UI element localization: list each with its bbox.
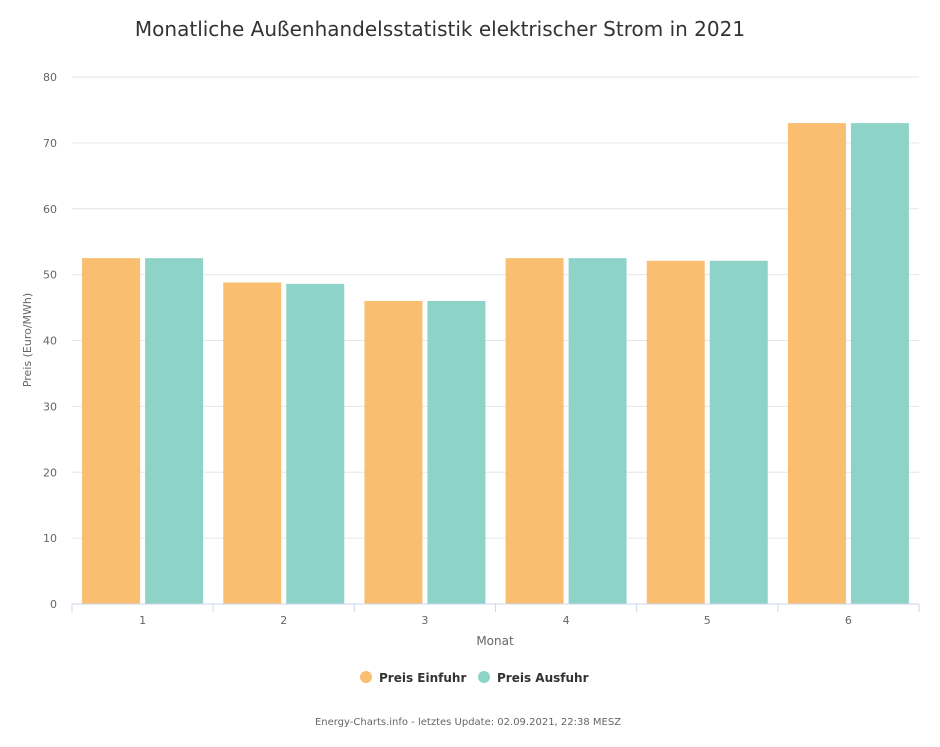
x-axis-ticks: 1 2 3 4 5 6 xyxy=(71,604,920,627)
bar-ausfuhr-month-5[interactable] xyxy=(709,260,768,604)
y-tick-label: 80 xyxy=(43,71,57,84)
bar-ausfuhr-month-1[interactable] xyxy=(145,258,204,604)
footer-credit[interactable]: Energy-Charts.info - letztes Update: 02.… xyxy=(315,717,621,728)
bar-einfuhr-month-5[interactable] xyxy=(646,260,705,604)
gridlines xyxy=(72,76,919,539)
y-tick-label: 40 xyxy=(43,335,57,348)
bar-ausfuhr-month-4[interactable] xyxy=(568,258,627,604)
y-tick-label: 70 xyxy=(43,137,57,150)
legend-label-einfuhr: Preis Einfuhr xyxy=(379,671,466,685)
y-tick-label: 0 xyxy=(50,598,57,611)
bar-ausfuhr-month-3[interactable] xyxy=(427,300,486,604)
bar-einfuhr-month-2[interactable] xyxy=(223,282,282,604)
bar-ausfuhr-month-2[interactable] xyxy=(286,283,345,604)
chart-title: Monatliche Außenhandelsstatistik elektri… xyxy=(135,17,745,41)
bar-einfuhr-month-1[interactable] xyxy=(82,258,141,604)
x-axis-label: Monat xyxy=(476,634,514,648)
x-tick-label: 5 xyxy=(704,614,711,627)
bar-einfuhr-month-4[interactable] xyxy=(505,258,564,604)
bars xyxy=(82,123,909,605)
bar-einfuhr-month-3[interactable] xyxy=(364,300,423,604)
x-tick-label: 2 xyxy=(280,614,287,627)
legend-marker-einfuhr xyxy=(360,671,372,683)
x-tick-label: 1 xyxy=(139,614,146,627)
y-tick-label: 30 xyxy=(43,400,57,413)
legend-item-preis-einfuhr[interactable]: Preis Einfuhr xyxy=(360,671,466,685)
y-tick-label: 50 xyxy=(43,269,57,282)
x-tick-label: 4 xyxy=(563,614,570,627)
bar-ausfuhr-month-6[interactable] xyxy=(850,123,909,605)
x-tick-label: 6 xyxy=(845,614,852,627)
y-tick-label: 20 xyxy=(43,466,57,479)
x-tick-label: 3 xyxy=(421,614,428,627)
bar-einfuhr-month-6[interactable] xyxy=(787,123,846,605)
legend-marker-ausfuhr xyxy=(478,671,490,683)
legend-item-preis-ausfuhr[interactable]: Preis Ausfuhr xyxy=(478,671,589,685)
y-axis-label: Preis (Euro/MWh) xyxy=(21,293,34,387)
y-tick-label: 60 xyxy=(43,203,57,216)
legend: Preis Einfuhr Preis Ausfuhr xyxy=(360,671,589,685)
y-axis-ticks: 0 10 20 30 40 50 60 70 80 xyxy=(43,71,57,611)
legend-label-ausfuhr: Preis Ausfuhr xyxy=(497,671,589,685)
y-tick-label: 10 xyxy=(43,532,57,545)
